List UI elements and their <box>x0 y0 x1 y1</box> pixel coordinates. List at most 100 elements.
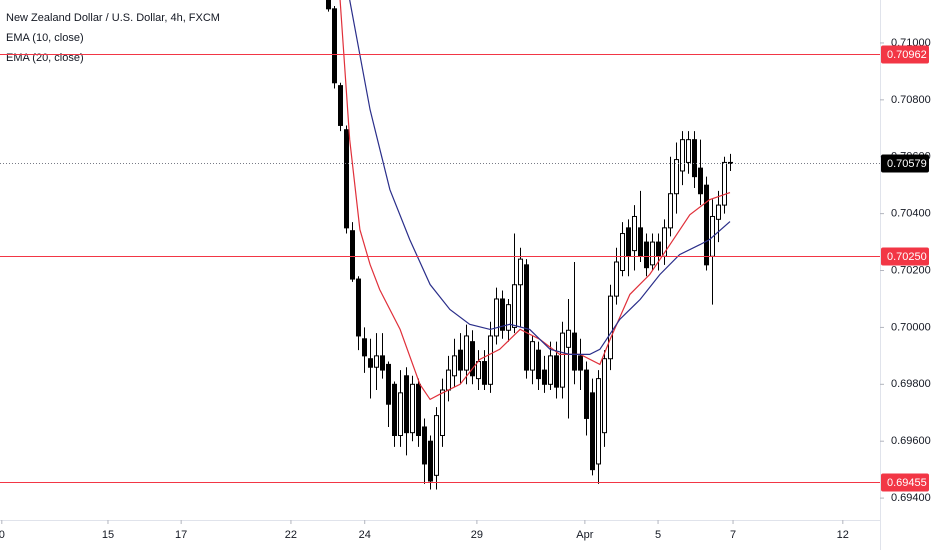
level-label-box <box>881 473 929 492</box>
y-tick-label: 0.70400 <box>891 208 931 220</box>
y-tick-label: 0.70200 <box>891 264 931 276</box>
candle-body <box>530 341 535 371</box>
candle-body <box>422 426 427 465</box>
candle-body <box>728 161 733 164</box>
candle-body <box>362 338 367 357</box>
candle-body <box>416 383 421 437</box>
y-tick-label: 0.70800 <box>891 94 931 106</box>
last-price-label: 0.70579 <box>887 158 927 170</box>
candle-body <box>650 241 655 266</box>
candle-body <box>668 193 673 229</box>
candle-body <box>608 295 613 360</box>
candle-body <box>626 227 631 257</box>
candle-body <box>440 389 445 437</box>
x-tick-label: 22 <box>285 529 297 541</box>
candle-body <box>332 8 337 84</box>
candle-body <box>680 139 685 172</box>
y-tick-label: 0.70000 <box>891 321 931 333</box>
x-tick-label: 15 <box>102 529 114 541</box>
candle-body <box>536 349 541 380</box>
level-label-box <box>881 247 929 266</box>
candle-body <box>638 227 643 257</box>
candle-body <box>722 161 727 206</box>
candle-body <box>560 332 565 388</box>
candle-body <box>392 383 397 437</box>
candle-body <box>356 278 361 337</box>
x-tick-label: 0 <box>0 529 5 541</box>
x-tick-label: 5 <box>655 529 661 541</box>
axes: 0.69400 0.69600 0.69800 0.70000 0.70200 0.704… <box>0 37 931 541</box>
candle-body <box>368 358 373 368</box>
candle-body <box>524 264 529 371</box>
candle-body <box>632 215 637 252</box>
y-tick-label: 0.69400 <box>891 492 931 504</box>
candle-body <box>548 355 553 385</box>
candle-body <box>572 332 577 371</box>
level-label-box <box>881 45 929 64</box>
candle-body <box>428 440 433 482</box>
candle-body <box>542 369 547 385</box>
candle-body <box>704 184 709 266</box>
candle-body <box>374 355 379 368</box>
level-label: 0.70250 <box>887 251 927 263</box>
candle-body <box>644 241 649 269</box>
candle-body <box>488 335 493 385</box>
plot <box>326 0 733 490</box>
candle-body <box>584 369 589 419</box>
candle-body <box>716 204 721 220</box>
candle-body <box>482 361 487 385</box>
candle-body <box>614 261 619 297</box>
candle-body <box>470 341 475 377</box>
x-tick-label: 24 <box>359 529 371 541</box>
candle-body <box>566 329 571 348</box>
candle-body <box>620 233 625 272</box>
legend: New Zealand Dollar / U.S. Dollar, 4h, FX… <box>6 12 220 64</box>
candle-body <box>410 383 415 434</box>
candle-body <box>350 230 355 280</box>
y-tick-label: 0.69600 <box>891 435 931 447</box>
candle-body <box>458 349 463 371</box>
candle-body <box>344 129 349 229</box>
candle-body <box>500 298 505 331</box>
candle-body <box>338 85 343 126</box>
candle-body <box>578 355 583 371</box>
candle-body <box>398 392 403 437</box>
candle-body <box>452 355 457 377</box>
candle-body <box>326 0 331 10</box>
x-tick-label: 29 <box>471 529 483 541</box>
x-tick-label: 7 <box>730 529 736 541</box>
candle-body <box>590 392 595 471</box>
candle-body <box>380 355 385 371</box>
legend-entry: EMA (10, close) <box>6 32 84 44</box>
ema-line <box>339 0 731 401</box>
candle-body <box>656 241 661 257</box>
candle-body <box>602 358 607 434</box>
candle-body <box>434 415 439 476</box>
level-label: 0.69455 <box>887 477 927 489</box>
x-tick-label: 12 <box>837 529 849 541</box>
x-tick-label: Apr <box>576 529 593 541</box>
candle-body <box>692 139 697 178</box>
x-tick-label: 17 <box>175 529 187 541</box>
legend-entry: EMA (20, close) <box>6 52 84 64</box>
chart-title: New Zealand Dollar / U.S. Dollar, 4h, FX… <box>6 12 220 24</box>
candle-body <box>494 298 499 337</box>
candle-body <box>674 159 679 195</box>
candle-body <box>698 167 703 195</box>
ema-line <box>349 0 731 355</box>
last-price-box <box>881 154 929 173</box>
candle-body <box>596 378 601 465</box>
candle-body <box>518 258 523 286</box>
y-tick-label: 0.69800 <box>891 378 931 390</box>
candle-body <box>464 335 469 371</box>
candle-body <box>554 355 559 388</box>
candle-body <box>512 284 517 328</box>
candle-body <box>386 363 391 405</box>
candle-body <box>686 139 691 163</box>
candle-body <box>404 375 409 434</box>
candle-body <box>476 361 481 380</box>
candle-body <box>446 369 451 391</box>
candle-body <box>506 304 511 331</box>
level-label: 0.70962 <box>887 49 927 61</box>
